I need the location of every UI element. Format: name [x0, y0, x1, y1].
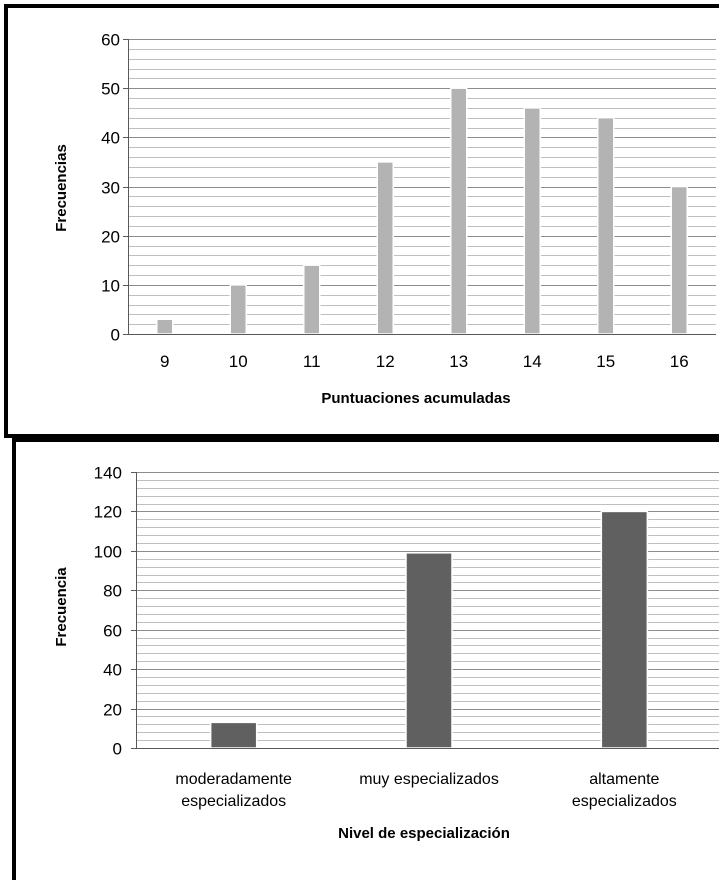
- y-tick-label: 120: [94, 503, 122, 522]
- x-tick-label: 9: [160, 352, 169, 371]
- y-axis-title: Frecuencia: [53, 567, 70, 647]
- bar: [209, 721, 258, 749]
- y-tick-label: 100: [94, 543, 122, 562]
- bar: [405, 552, 453, 749]
- bar: [376, 161, 394, 335]
- y-tick-label: 140: [94, 464, 122, 483]
- y-tick-label: 80: [103, 582, 122, 601]
- x-tick-label: 12: [376, 352, 395, 371]
- bar: [303, 264, 321, 335]
- bar: [597, 116, 615, 335]
- y-tick-label: 10: [101, 277, 120, 296]
- x-tick-label: 11: [303, 352, 321, 371]
- x-tick-label: moderadamente: [175, 771, 292, 788]
- x-tick-label: 13: [449, 352, 468, 371]
- y-tick-label: 0: [111, 326, 120, 345]
- x-tick-label: 10: [229, 352, 248, 371]
- chart-panel-especializacion: 0 20 40 60 80 100 120 140 moderadamente especial…: [12, 438, 719, 880]
- y-tick-label: 20: [103, 701, 122, 720]
- y-tick-label: 0: [113, 740, 122, 759]
- y-tick-label: 40: [103, 661, 122, 680]
- bar: [156, 318, 174, 335]
- x-axis-title: Puntuaciones acumuladas: [321, 390, 510, 407]
- x-tick-label: especializados: [572, 793, 677, 810]
- bar: [450, 87, 468, 335]
- y-tick-label: 40: [101, 129, 120, 148]
- y-tick-label: 20: [101, 228, 120, 247]
- chart-puntuaciones: 0 10 20 30 40 50 60 9 10 11 12 13 14 15 16 Frecuencia…: [53, 31, 716, 407]
- y-axis-title: Frecuencias: [53, 144, 70, 232]
- chart-panel-puntuaciones: 0 10 20 30 40 50 60 9 10 11 12 13 14 15 16 Frecuencia…: [4, 4, 719, 438]
- y-tick-label: 60: [103, 622, 122, 641]
- y-tick-label: 60: [101, 31, 120, 50]
- x-tick-label: altamente: [589, 771, 659, 788]
- bar: [229, 284, 247, 335]
- y-tick-label: 30: [101, 179, 120, 198]
- x-tick-label: 14: [523, 352, 542, 371]
- bar: [523, 107, 541, 335]
- y-tick-label: 50: [101, 80, 120, 99]
- x-tick-label: 16: [670, 352, 689, 371]
- bar: [600, 510, 649, 749]
- x-tick-label: especializados: [181, 793, 286, 810]
- x-tick-label: muy especializados: [359, 771, 499, 788]
- bar: [670, 185, 688, 335]
- x-tick-label: 15: [596, 352, 615, 371]
- chart-especializacion: 0 20 40 60 80 100 120 140 moderadamente especial…: [53, 464, 719, 842]
- x-axis-title: Nivel de especialización: [338, 825, 510, 842]
